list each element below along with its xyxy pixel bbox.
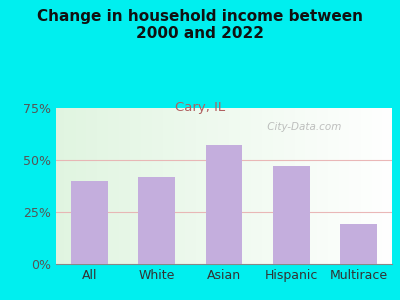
Bar [273, 166, 310, 264]
Text: Cary, IL: Cary, IL [175, 100, 225, 113]
Bar [206, 146, 242, 264]
Text: City-Data.com: City-Data.com [264, 122, 342, 132]
Bar [138, 177, 175, 264]
Bar [340, 224, 377, 264]
Text: Change in household income between
2000 and 2022: Change in household income between 2000 … [37, 9, 363, 41]
Bar [71, 181, 108, 264]
